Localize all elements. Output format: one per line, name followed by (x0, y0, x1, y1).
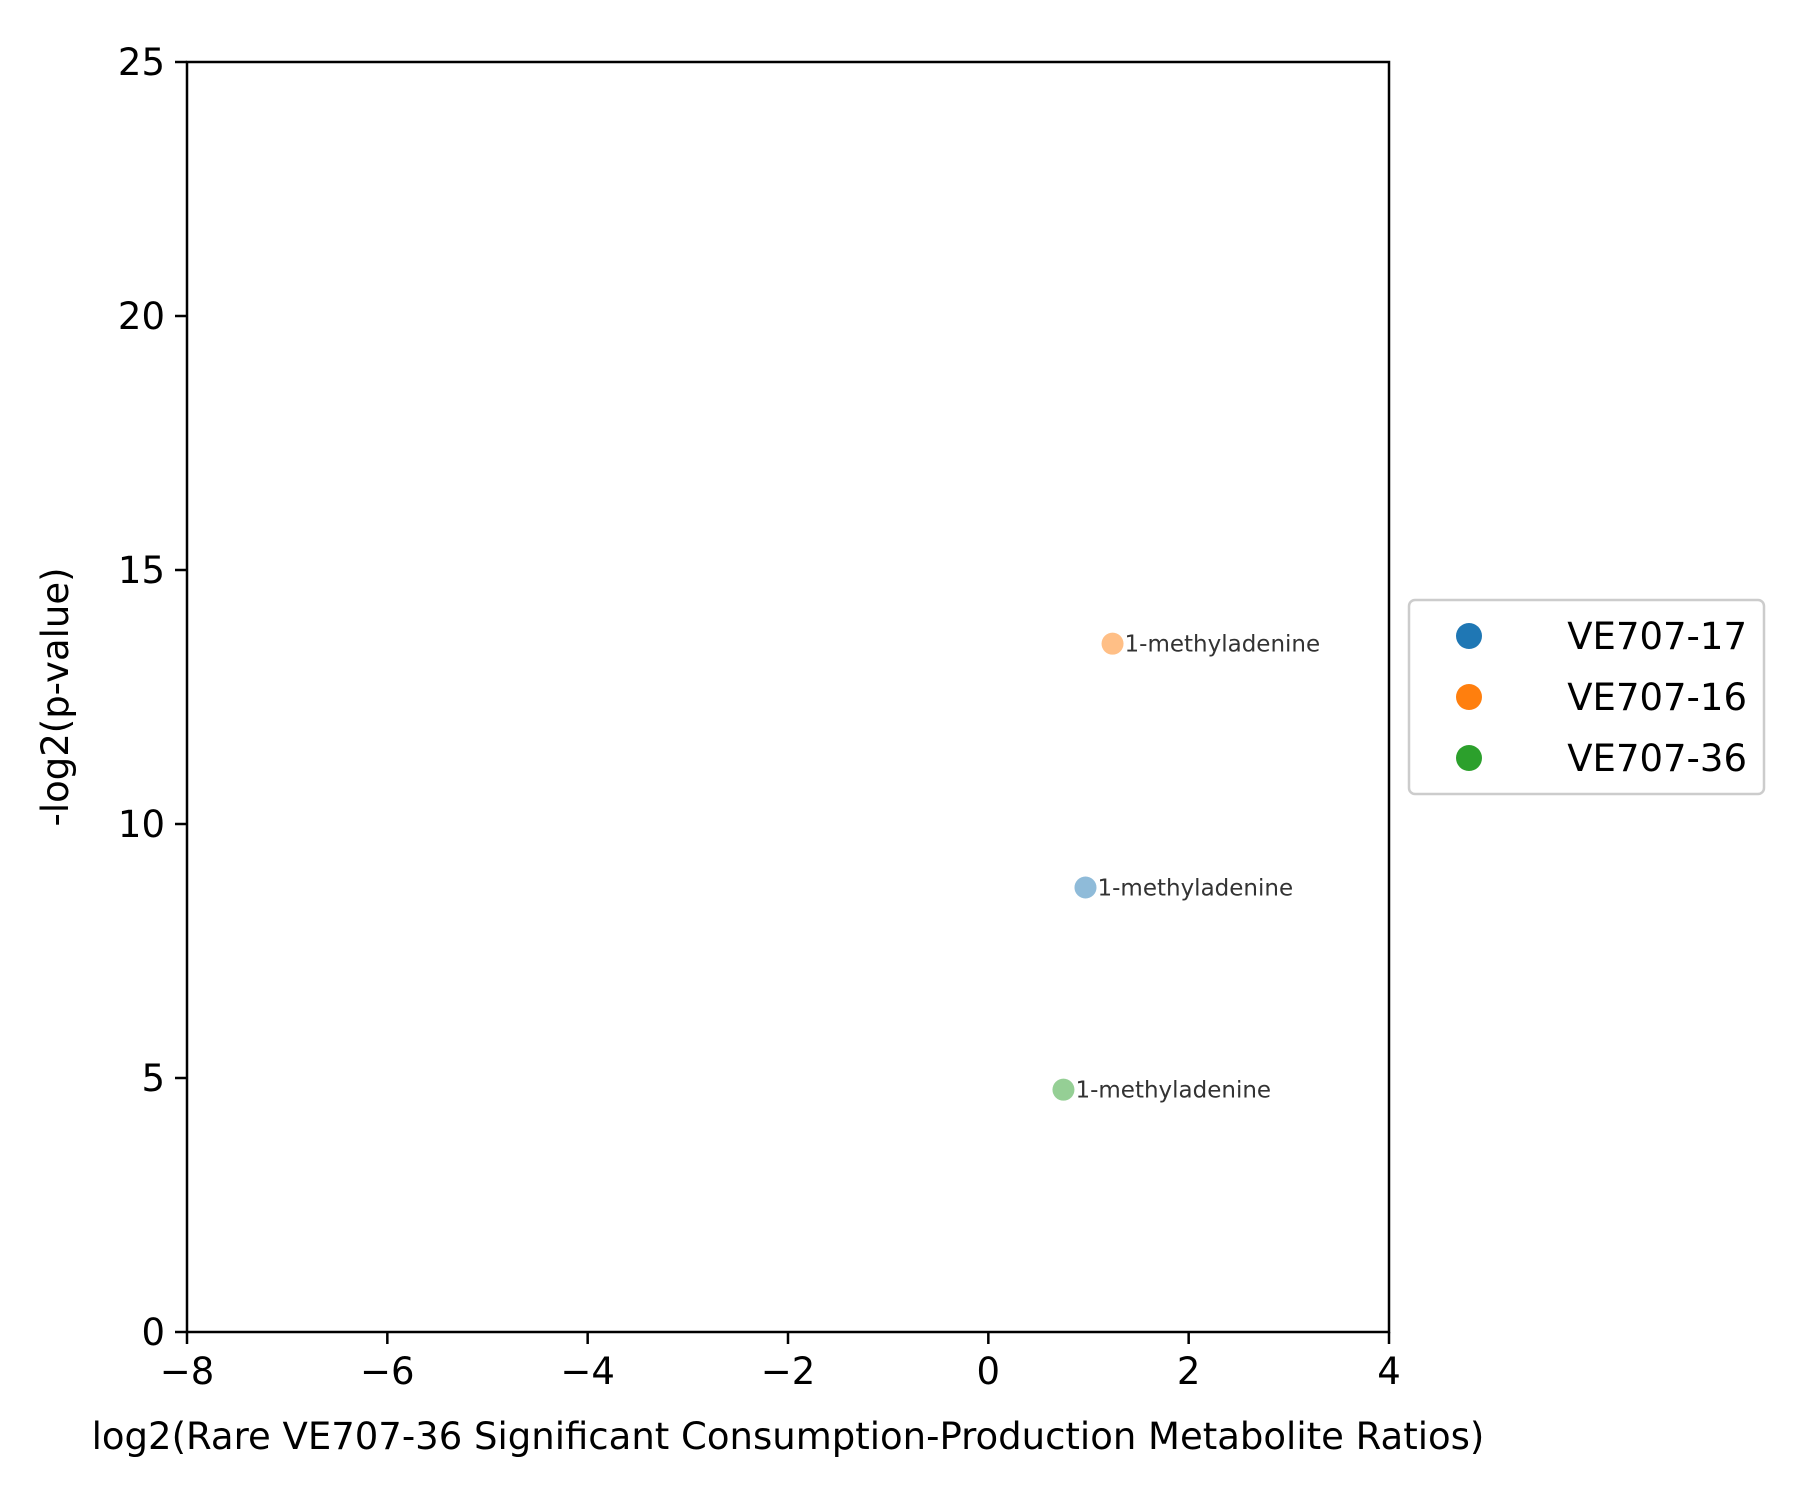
legend: VE707-17 VE707-16 VE707-36 (1407, 598, 1766, 796)
data-points: 1-methyladenine 1-methyladenine 1-methylad… (1052, 632, 1320, 1104)
legend-marker (1456, 623, 1482, 649)
legend-marker (1456, 684, 1482, 710)
x-axis-label: log2(Rare VE707-36 Significant Consumpti… (92, 1415, 1485, 1458)
y-axis-label: -log2(p-value) (34, 567, 77, 826)
data-point (1052, 1078, 1075, 1101)
y-tick-label: 15 (118, 549, 165, 592)
legend-entry-label: VE707-36 (1567, 737, 1747, 780)
legend-marker (1456, 745, 1482, 771)
legend-entry-label: VE707-17 (1567, 615, 1747, 658)
legend-entry-label: VE707-16 (1567, 676, 1747, 719)
x-tick-label: −8 (160, 1350, 215, 1393)
data-point-label: 1-methyladenine (1125, 632, 1321, 658)
y-tick-label: 10 (118, 803, 165, 846)
legend-frame (1407, 598, 1766, 796)
x-tick-label: 0 (977, 1350, 1001, 1393)
x-tick-label: −4 (560, 1350, 615, 1393)
data-point (1074, 876, 1097, 899)
y-axis-ticks: 0 5 10 15 20 25 (118, 41, 187, 1354)
data-point (1101, 632, 1124, 655)
y-tick-label: 20 (118, 295, 165, 338)
y-tick-label: 25 (118, 41, 165, 84)
x-tick-label: 4 (1377, 1350, 1401, 1393)
data-point-label: 1-methyladenine (1075, 1078, 1271, 1104)
plot-background (187, 62, 1389, 1332)
x-tick-label: −6 (360, 1350, 415, 1393)
plot-frame (185, 60, 1391, 1334)
x-axis-ticks: −8 −6 −4 −2 0 2 4 (160, 1332, 1401, 1393)
data-point-label: 1-methyladenine (1097, 876, 1293, 902)
x-tick-label: −2 (761, 1350, 816, 1393)
y-tick-label: 0 (141, 1311, 165, 1354)
y-tick-label: 5 (141, 1057, 165, 1100)
x-tick-label: 2 (1177, 1350, 1201, 1393)
